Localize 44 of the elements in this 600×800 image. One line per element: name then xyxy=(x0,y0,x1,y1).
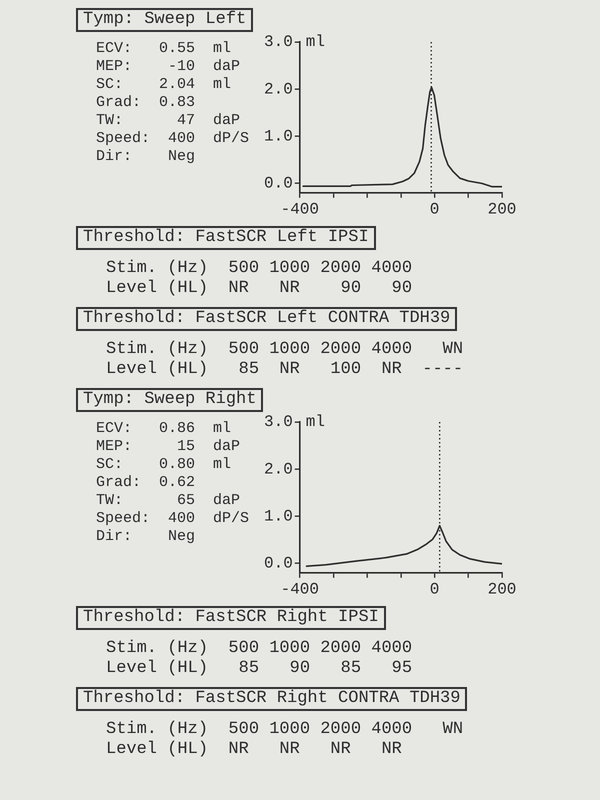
x-tick-label: 200 xyxy=(488,200,516,219)
x-tick-label: -400 xyxy=(280,580,320,599)
x-tick-label: 0 xyxy=(430,200,440,219)
y-tick-label: 1.0 xyxy=(264,127,293,146)
y-tick-label: 3.0 xyxy=(264,413,293,432)
x-tick-label: -400 xyxy=(280,200,320,219)
text: Stim. (Hz) 500 1000 2000 4000 WN xyxy=(106,720,464,740)
text: Threshold: FastSCR Right CONTRA TDH39 xyxy=(76,687,468,711)
y-axis-title: ml xyxy=(306,33,326,52)
text: Threshold: FastSCR Left CONTRA TDH39 xyxy=(76,307,458,331)
y-tick-label: 2.0 xyxy=(264,80,293,98)
text: Level (HL) 85 NR 100 NR ---- xyxy=(106,360,464,380)
text: Grad: 0.62 xyxy=(96,474,196,492)
x-tick-label: 200 xyxy=(488,580,516,599)
text: Dir: Neg xyxy=(96,528,196,546)
y-axis-title: ml xyxy=(306,413,326,432)
y-tick-label: 3.0 xyxy=(264,33,293,52)
y-tick-label: 1.0 xyxy=(264,507,293,526)
text: ECV: 0.55 ml xyxy=(96,40,232,58)
text: Stim. (Hz) 500 1000 2000 4000 xyxy=(106,639,414,659)
text: Level (HL) 85 90 85 95 xyxy=(106,659,414,679)
chart-title: Tymp: Sweep Left xyxy=(76,8,254,32)
text: Grad: 0.83 xyxy=(96,94,196,112)
text: TW: 47 daP xyxy=(96,112,242,130)
y-tick-label: 0.0 xyxy=(264,554,293,573)
text: Threshold: FastSCR Right IPSI xyxy=(76,606,386,630)
text: Threshold: FastSCR Left IPSI xyxy=(76,226,376,250)
text: SC: 0.80 ml xyxy=(96,456,232,474)
text: Stim. (Hz) 500 1000 2000 4000 WN xyxy=(106,340,464,360)
text: MEP: 15 daP xyxy=(96,438,242,456)
x-tick-label: 0 xyxy=(430,580,440,599)
text: Level (HL) NR NR 90 90 xyxy=(106,279,414,299)
text: TW: 65 daP xyxy=(96,492,242,510)
text: MEP: -10 daP xyxy=(96,58,242,76)
text: SC: 2.04 ml xyxy=(96,76,232,94)
text: Dir: Neg xyxy=(96,148,196,166)
y-tick-label: 0.0 xyxy=(264,174,293,193)
text: Stim. (Hz) 500 1000 2000 4000 xyxy=(106,259,414,279)
y-tick-label: 2.0 xyxy=(264,460,293,478)
chart-title: Tymp: Sweep Right xyxy=(76,388,264,412)
text: Level (HL) NR NR NR NR xyxy=(106,740,403,760)
text: Speed: 400 dP/S xyxy=(96,130,250,148)
text: ECV: 0.86 ml xyxy=(96,420,232,438)
text: Speed: 400 dP/S xyxy=(96,510,250,528)
